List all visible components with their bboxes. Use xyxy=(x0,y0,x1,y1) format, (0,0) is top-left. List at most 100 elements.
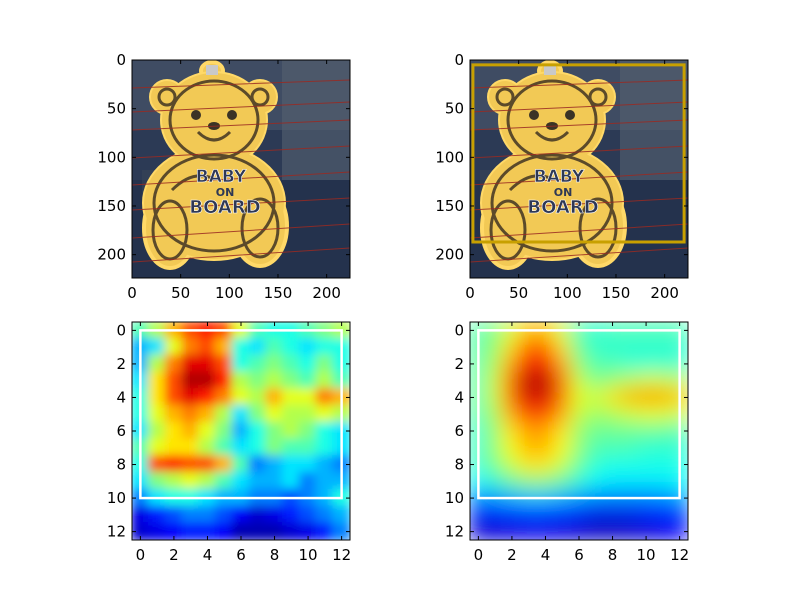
heatmap-cell xyxy=(265,471,284,491)
heatmap-cell xyxy=(248,404,268,424)
heatmap-cell xyxy=(198,388,217,407)
heatmap-cell xyxy=(619,471,639,491)
heatmap-cell xyxy=(265,438,284,458)
heatmap-cell xyxy=(281,455,301,474)
heatmap-cell xyxy=(164,455,184,474)
heatmap-cells xyxy=(470,322,688,540)
sign-text-on: ON xyxy=(554,186,573,199)
heatmap-cell xyxy=(636,388,656,407)
heatmap-cell xyxy=(603,438,622,458)
heatmap-cell xyxy=(552,371,572,391)
heatmap-cell xyxy=(569,505,589,525)
heatmap-cell xyxy=(198,471,217,491)
heatmap-cell xyxy=(298,388,318,407)
heatmap-cell xyxy=(164,388,184,407)
heatmap-cell xyxy=(519,421,539,441)
heatmap-cell xyxy=(603,388,622,407)
heatmap-cell xyxy=(181,505,201,525)
heatmap-cell xyxy=(502,404,522,424)
heatmap-cell xyxy=(281,388,301,407)
heatmap-cell xyxy=(231,455,251,474)
heatmap-cell xyxy=(569,438,589,458)
heatmap-cell xyxy=(653,471,673,491)
heatmap-cell xyxy=(603,455,622,474)
heatmap-cell xyxy=(147,438,167,458)
heatmap-cell xyxy=(248,522,268,540)
heatmap-cell xyxy=(214,421,234,441)
heatmap-cell xyxy=(603,522,622,540)
heatmap-cell xyxy=(248,371,268,391)
heatmap-cell xyxy=(619,337,639,357)
heatmap-cell xyxy=(214,455,234,474)
heatmap-cell xyxy=(214,337,234,357)
heatmap-cell xyxy=(619,455,639,474)
axes-frame xyxy=(131,59,351,279)
y-tick-label: 4 xyxy=(454,388,464,406)
heatmap-cell xyxy=(502,471,522,491)
x-tick-label: 8 xyxy=(270,546,280,564)
heatmap-cell xyxy=(603,354,622,374)
y-tick-label: 2 xyxy=(116,355,126,373)
heatmap-cell xyxy=(214,505,234,525)
heatmap-cell xyxy=(164,438,184,458)
heatmap-cell xyxy=(586,371,606,391)
heatmap-cell xyxy=(198,421,217,441)
heatmap-cell xyxy=(281,371,301,391)
heatmap-cell xyxy=(536,388,555,407)
heatmap-cell xyxy=(248,505,268,525)
heatmap-cell xyxy=(248,354,268,374)
heatmap-cell xyxy=(265,522,284,540)
heatmap-cell xyxy=(265,455,284,474)
heatmap-cell xyxy=(147,455,167,474)
heatmap-cell xyxy=(586,455,606,474)
heatmap-cell xyxy=(315,522,335,540)
heatmap-cell xyxy=(485,505,505,525)
heatmap-cell xyxy=(552,522,572,540)
heatmap-cell xyxy=(569,371,589,391)
y-tick-label: 200 xyxy=(435,246,464,264)
heatmap-cell xyxy=(670,522,688,540)
heatmap-cell xyxy=(265,337,284,357)
heatmap-cell xyxy=(603,471,622,491)
heatmap-cell xyxy=(198,438,217,458)
heatmap-cell xyxy=(586,505,606,525)
heatmap-cell xyxy=(231,522,251,540)
heatmap-cell xyxy=(653,421,673,441)
heatmap-cell xyxy=(470,505,488,525)
heatmap-cell xyxy=(181,337,201,357)
heatmap-cell xyxy=(653,354,673,374)
heatmap-cell xyxy=(231,421,251,441)
y-tick-label: 0 xyxy=(116,321,126,339)
heatmap-cell xyxy=(265,371,284,391)
heatmap-cell xyxy=(569,404,589,424)
heatmap-cell xyxy=(536,438,555,458)
heatmap-cell xyxy=(298,522,318,540)
y-tick-label: 100 xyxy=(97,148,126,166)
heatmap-cell xyxy=(519,371,539,391)
heatmap-cell xyxy=(147,354,167,374)
axis-ticks: 0 2 4 6 8 10 12 0 2 4 6 8 10 12 xyxy=(107,321,351,564)
sign-text-board: BOARD xyxy=(527,197,598,218)
x-tick-label: 2 xyxy=(507,546,517,564)
heatmap-cell xyxy=(164,421,184,441)
heatmap-cell xyxy=(502,354,522,374)
heatmap-cell xyxy=(619,388,639,407)
heatmap-box xyxy=(477,329,681,500)
heatmap-cell xyxy=(569,455,589,474)
heatmap-cell xyxy=(670,505,688,525)
heatmap-cell xyxy=(281,471,301,491)
heatmap-cell xyxy=(198,404,217,424)
heatmap-cell xyxy=(298,337,318,357)
heatmap-cell xyxy=(569,421,589,441)
heatmap-cell xyxy=(231,404,251,424)
heatmap-cell xyxy=(248,471,268,491)
heatmap-cell xyxy=(586,337,606,357)
heatmap-cell xyxy=(636,438,656,458)
heatmap-cell xyxy=(198,354,217,374)
y-tick-label: 0 xyxy=(454,51,464,69)
heatmap-cell xyxy=(281,505,301,525)
heatmap-cell xyxy=(519,388,539,407)
heatmap-cell xyxy=(586,421,606,441)
heatmap-cell xyxy=(485,455,505,474)
y-tick-label: 0 xyxy=(454,321,464,339)
